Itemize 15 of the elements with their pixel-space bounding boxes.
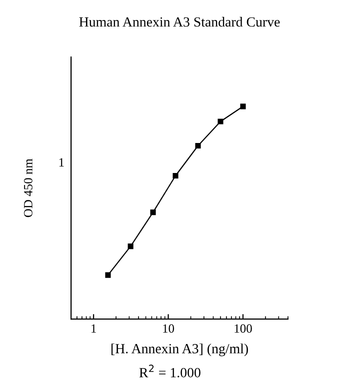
x-tick-label: 100 (234, 324, 252, 333)
point (240, 104, 246, 110)
x-tick-label: 10 (163, 324, 174, 333)
text: 1 (59, 158, 64, 166)
x-axis-title: [H. Annexin A3] (ng/ml) (112, 344, 248, 356)
y-axis-title: OD 450 nm (24, 158, 32, 218)
point (150, 210, 156, 216)
point (195, 142, 201, 149)
point (105, 272, 111, 278)
chart-title: Human Annexin A3 Standard Curve (79, 16, 280, 27)
point (218, 118, 224, 124)
x-tick-label: 1 (92, 324, 96, 333)
point (128, 244, 134, 250)
text: R$^{2}$ = 1.000 (139, 364, 200, 378)
point (172, 172, 178, 179)
